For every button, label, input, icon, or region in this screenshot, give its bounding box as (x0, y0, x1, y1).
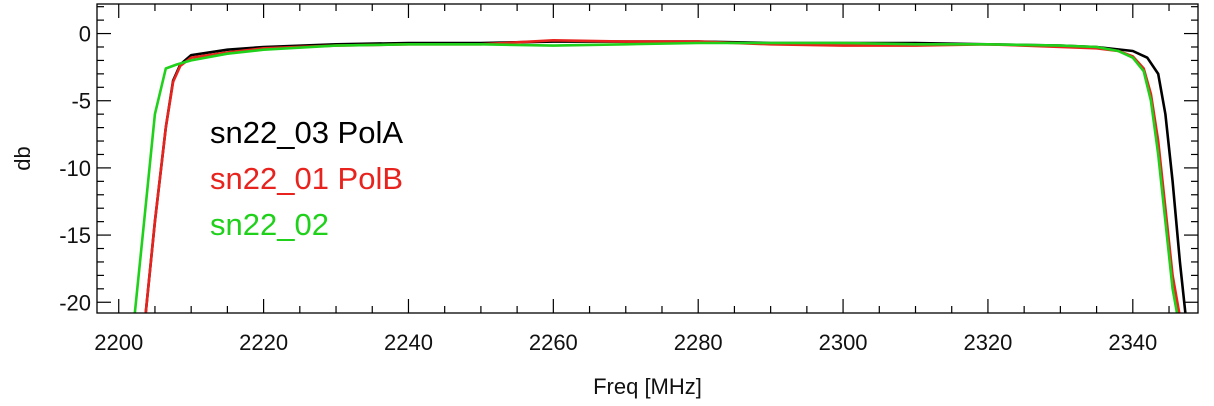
legend-entry-3: sn22_02 (210, 207, 329, 242)
legend: sn22_03 PolA sn22_01 PolB sn22_02 (210, 115, 403, 242)
y-tick-label: -5 (71, 89, 91, 114)
x-tick-label: 2320 (963, 330, 1012, 355)
series-layer (133, 38, 1187, 313)
legend-entry-1: sn22_03 PolA (210, 115, 403, 150)
legend-entry-2: sn22_01 PolB (210, 161, 403, 196)
y-tick-label: -15 (59, 223, 91, 248)
axes-layer: 2200 2220 2240 2260 2280 2300 2320 2340 0 -5 -10 -1… (10, 3, 1199, 399)
y-axis-title: db (10, 146, 35, 170)
x-tick-label: 2240 (384, 330, 433, 355)
x-tick-label: 2280 (674, 330, 723, 355)
x-tick-label: 2340 (1108, 330, 1157, 355)
series-line-3 (133, 41, 1179, 313)
x-tick-label: 2200 (94, 330, 143, 355)
y-tick-label: -20 (59, 290, 91, 315)
x-tick-label: 2300 (819, 330, 868, 355)
plot-frame (96, 3, 1199, 314)
y-tick-label: 0 (79, 22, 91, 47)
x-axis-title: Freq [MHz] (593, 374, 702, 399)
y-tick-label: -10 (59, 156, 91, 181)
x-tick-label: 2260 (529, 330, 578, 355)
x-tick-label: 2220 (239, 330, 288, 355)
